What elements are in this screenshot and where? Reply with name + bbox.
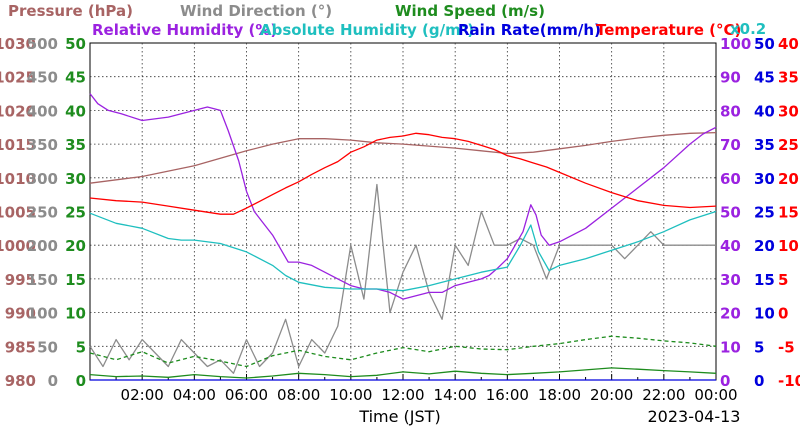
relative-humidity-tick-label: 50 [720,204,741,222]
wind-speed-tick-label: 40 [65,102,86,120]
series-line-absolute-humidity-g-m [89,210,717,292]
relative-humidity-tick-label: 20 [720,305,741,323]
x-tick-label: 18:00 [538,386,581,404]
relative-humidity-tick-label: 40 [720,237,741,255]
x-tick-label: 22:00 [642,386,685,404]
legend-absolute-humidity: Absolute Humidity (g/m³) [260,21,474,39]
rain-rate-tick-label: 25 [754,204,775,222]
x-tick-label: 08:00 [277,386,320,404]
rain-rate-tick-label: 5 [754,338,764,356]
temperature-tick-label: 15 [778,204,799,222]
relative-humidity-tick-label: 10 [720,338,741,356]
wind-direction-tick-label: 450 [27,69,58,87]
series-line-wind-speed-m-s-gust [89,335,717,368]
rain-rate-tick-label: 0 [754,372,764,390]
temperature-tick-label: 20 [778,170,799,188]
wind-direction-tick-label: 0 [48,372,58,390]
temperature-tick-label: 5 [778,271,788,289]
pressure-tick-label: 1025 [0,69,36,87]
series-line-pressure-hpa [89,131,717,184]
legend-wind-direction: Wind Direction (°) [180,2,332,20]
wind-direction-tick-label: 250 [27,204,58,222]
relative-humidity-tick-label: 100 [720,35,751,53]
chart-date: 2023-04-13 [648,407,741,426]
rain-rate-tick-label: 45 [754,69,775,87]
rain-rate-tick-label: 35 [754,136,775,154]
pressure-tick-label: 1005 [0,204,36,222]
x-tick-label: 00:00 [694,386,737,404]
legend-temperature: Temperature (°C) [596,21,741,39]
wind-direction-tick-label: 350 [27,136,58,154]
x-tick-label: 06:00 [225,386,268,404]
wind-speed-tick-label: 20 [65,237,86,255]
temperature-tick-label: 30 [778,102,799,120]
pressure-tick-label: 1030 [0,35,36,53]
wind-direction-tick-label: 50 [37,338,58,356]
temperature-tick-label: 25 [778,136,799,154]
relative-humidity-tick-label: 80 [720,102,741,120]
pressure-tick-label: 995 [5,271,36,289]
plot-area: 02:00 04:00 06:00 08:00 10:00 12:00 14:00 16:00… [0,35,800,404]
relative-humidity-tick-label: 0 [720,372,730,390]
pressure-tick-label: 980 [5,372,36,390]
series-line-wind-speed-m-s-avg [89,367,717,379]
relative-humidity-tick-label: 60 [720,170,741,188]
relative-humidity-tick-label: 90 [720,69,741,87]
wind-direction-tick-label: 400 [27,102,58,120]
wind-speed-tick-label: 15 [65,271,86,289]
legend-rain-rate: Rain Rate(mm/h) [458,21,601,39]
wind-speed-tick-label: 50 [65,35,86,53]
abs-humidity-scale-note: x0.2 [730,20,766,38]
x-tick-label: 14:00 [434,386,477,404]
wind-speed-tick-label: 30 [65,170,86,188]
rain-rate-tick-label: 10 [754,305,775,323]
temperature-tick-label: -10 [778,372,800,390]
wind-speed-tick-label: 5 [76,338,86,356]
series-line-wind-direction [89,183,716,374]
wind-speed-tick-label: 45 [65,69,86,87]
wind-direction-tick-label: 150 [27,271,58,289]
wind-speed-tick-label: 0 [76,372,86,390]
x-tick-label: 02:00 [121,386,164,404]
series-line-relative-humidity [89,93,717,300]
wind-direction-tick-label: 300 [27,170,58,188]
rain-rate-tick-label: 20 [754,237,775,255]
temperature-tick-label: 0 [778,305,788,323]
wind-direction-tick-label: 500 [27,35,58,53]
relative-humidity-tick-label: 30 [720,271,741,289]
wind-direction-tick-label: 100 [27,305,58,323]
rain-rate-tick-label: 15 [754,271,775,289]
relative-humidity-tick-label: 70 [720,136,741,154]
pressure-tick-label: 985 [5,338,36,356]
legend-relative-humidity: Relative Humidity (%) [92,21,277,39]
pressure-tick-label: 1010 [0,170,36,188]
wind-speed-tick-label: 35 [65,136,86,154]
x-tick-label: 12:00 [381,386,424,404]
wind-direction-tick-label: 200 [27,237,58,255]
x-tick-label: 10:00 [329,386,372,404]
rain-rate-tick-label: 50 [754,35,775,53]
x-tick-label: 16:00 [486,386,529,404]
legend-wind-speed: Wind Speed (m/s) [395,2,545,20]
temperature-tick-label: 10 [778,237,799,255]
pressure-tick-label: 990 [5,305,36,323]
temperature-tick-label: -5 [778,338,795,356]
x-axis-label: Time (JST) [358,407,440,426]
legend-pressure: Pressure (hPa) [8,2,133,20]
x-tick-label: 20:00 [590,386,633,404]
rain-rate-tick-label: 30 [754,170,775,188]
temperature-tick-label: 40 [778,35,799,53]
wind-speed-tick-label: 10 [65,305,86,323]
x-tick-label: 04:00 [173,386,216,404]
wind-speed-tick-label: 25 [65,204,86,222]
rain-rate-tick-label: 40 [754,102,775,120]
temperature-tick-label: 35 [778,69,799,87]
series-line-temperature-c [89,132,717,215]
